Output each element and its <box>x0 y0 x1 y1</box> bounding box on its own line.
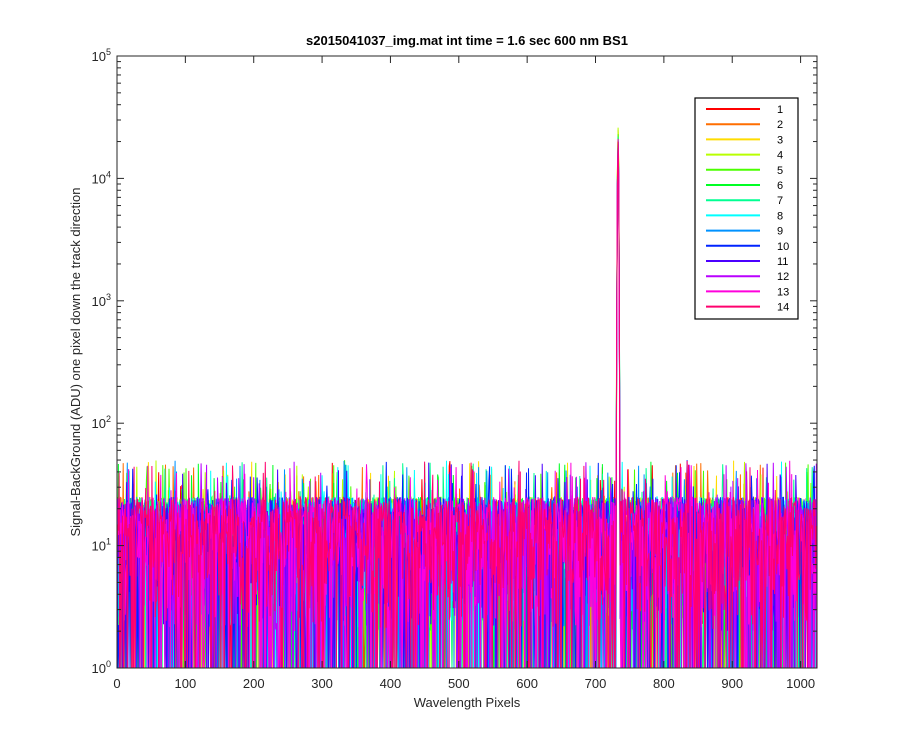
x-tick-label: 0 <box>113 676 120 691</box>
x-tick-label: 400 <box>380 676 402 691</box>
x-tick-label: 300 <box>311 676 333 691</box>
y-tick-label: 105 <box>92 47 111 64</box>
legend-label: 6 <box>777 180 783 192</box>
x-tick-label: 100 <box>175 676 197 691</box>
y-tick-label: 104 <box>92 169 111 186</box>
legend-label: 8 <box>777 210 783 222</box>
x-tick-label: 600 <box>516 676 538 691</box>
legend-label: 13 <box>777 286 789 298</box>
x-tick-label: 900 <box>721 676 743 691</box>
x-tick-label: 1000 <box>786 676 815 691</box>
legend-label: 1 <box>777 104 783 116</box>
legend-label: 3 <box>777 134 783 146</box>
legend-label: 5 <box>777 165 783 177</box>
series-line <box>116 141 818 669</box>
chart-title: s2015041037_img.mat int time = 1.6 sec 6… <box>306 33 628 48</box>
y-tick-label: 103 <box>92 292 111 309</box>
y-tick-label: 101 <box>92 537 111 554</box>
legend-label: 10 <box>777 241 789 253</box>
y-axis-label: Signal-BackGround (ADU) one pixel down t… <box>68 187 83 536</box>
ticks-layer: 0 100 200 300 400 500 600 700 800 900 100010010110… <box>92 47 817 691</box>
legend-label: 9 <box>777 226 783 238</box>
y-tick-label: 102 <box>92 414 111 431</box>
x-tick-label: 800 <box>653 676 675 691</box>
legend-box <box>694 97 799 320</box>
y-tick-label: 100 <box>92 659 111 676</box>
x-tick-label: 500 <box>448 676 470 691</box>
legend-label: 4 <box>777 150 783 162</box>
legend-label: 14 <box>777 302 789 314</box>
x-tick-label: 700 <box>585 676 607 691</box>
legend-label: 7 <box>777 195 783 207</box>
legend-label: 12 <box>777 271 789 283</box>
x-axis-label: Wavelength Pixels <box>414 695 521 710</box>
legend-label: 11 <box>777 256 788 268</box>
x-tick-label: 200 <box>243 676 265 691</box>
axes-box <box>116 55 818 669</box>
legend-label: 2 <box>777 119 783 131</box>
